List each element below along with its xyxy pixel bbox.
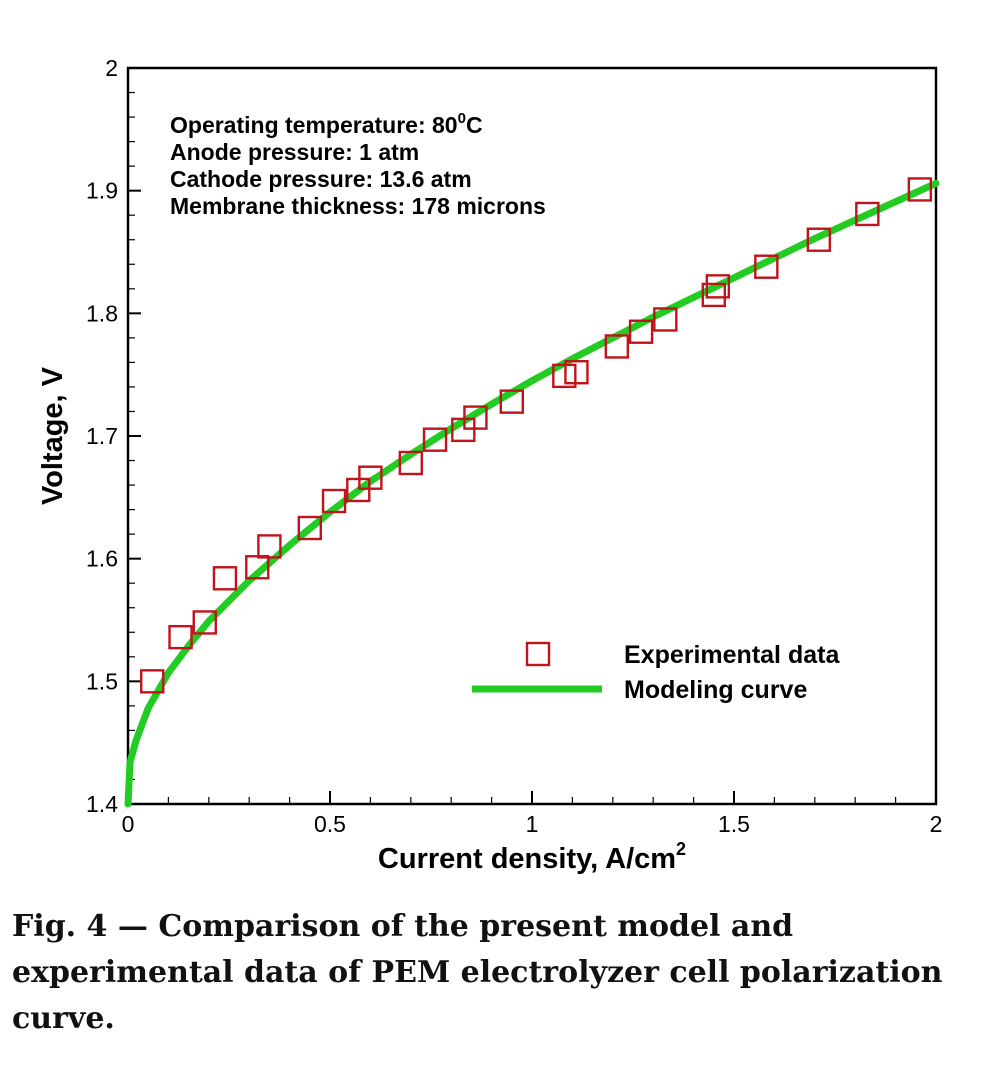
experimental-data-marker xyxy=(168,624,193,650)
experimental-data-marker xyxy=(653,307,678,332)
minor-ticks xyxy=(128,91,897,804)
experimental-data-marker xyxy=(321,488,347,514)
experimental-data-marker xyxy=(564,360,589,385)
annotation-text: Operating temperature: 80 xyxy=(170,112,458,138)
y-axis-title: Voltage, V xyxy=(37,366,69,505)
legend-marker-experimental xyxy=(525,641,551,667)
experimental-data-marker xyxy=(463,405,488,430)
annotation-text: Cathode pressure: 13.6 atm xyxy=(170,166,472,192)
experimental-data-marker xyxy=(297,515,322,541)
y-tick-label: 1.4 xyxy=(86,791,118,817)
experimental-data-marker xyxy=(604,334,630,359)
y-tick-label: 1.5 xyxy=(86,668,118,694)
y-tick-label: 1.7 xyxy=(86,423,118,449)
experimental-data-marker xyxy=(628,319,654,344)
experimental-data-marker xyxy=(705,274,731,299)
annotation-line: Anode pressure: 1 atm xyxy=(170,139,419,165)
experimental-data-marker xyxy=(855,201,880,227)
y-tick-label: 1.9 xyxy=(86,178,118,204)
legend-label-experimental: Experimental data xyxy=(624,641,840,669)
modeling-curve-layer xyxy=(124,179,940,808)
annotation-line: Membrane thickness: 178 microns xyxy=(170,193,546,219)
annotation-text: Membrane thickness: 178 microns xyxy=(170,193,546,219)
experimental-data-marker xyxy=(140,669,165,694)
experimental-data-marker xyxy=(192,610,217,635)
experimental-data-marker xyxy=(701,282,726,308)
y-tick-label: 1.6 xyxy=(86,546,118,572)
figure-caption: Fig. 4 — Comparison of the present model… xyxy=(12,909,943,1036)
experimental-data-marker xyxy=(499,389,524,414)
y-tick-labels: 1.4 1.5 1.6 1.7 1.8 1.9 2 xyxy=(86,55,118,817)
annotation-suffix: C xyxy=(466,112,483,138)
experimental-data-marker xyxy=(754,254,779,279)
x-axis-title: Current density, A/cm2 xyxy=(378,839,686,875)
legend-label-modeling: Modeling curve xyxy=(624,676,807,704)
experimental-data-marker xyxy=(212,566,238,591)
annotation-line: Cathode pressure: 13.6 atm xyxy=(170,166,472,192)
major-ticks xyxy=(127,67,937,805)
experimental-markers-layer xyxy=(140,177,933,694)
experimental-data-marker xyxy=(358,465,383,490)
experimental-data-marker xyxy=(398,450,423,476)
annotation-superscript: 0 xyxy=(458,110,466,127)
modeling-curve-line xyxy=(124,179,940,808)
x-tick-label: 1.5 xyxy=(718,811,750,837)
x-axis-title-superscript: 2 xyxy=(676,839,686,859)
x-tick-label: 1 xyxy=(526,811,539,837)
annotation-text: Anode pressure: 1 atm xyxy=(170,139,419,165)
experimental-data-marker xyxy=(806,227,832,252)
experimental-data-marker xyxy=(907,177,933,202)
legend: Experimental data Modeling curve xyxy=(472,641,840,704)
x-tick-label: 2 xyxy=(930,811,943,837)
experimental-data-marker xyxy=(257,534,282,559)
x-tick-label: 0 xyxy=(122,811,135,837)
polarization-chart: 1.4 1.5 1.6 1.7 1.8 1.9 2 0 0.5 1 1.5 2 Operating … xyxy=(37,55,943,875)
y-tick-label: 2 xyxy=(105,55,118,81)
y-tick-label: 1.8 xyxy=(86,300,118,326)
annotation-line: Operating temperature: 800C xyxy=(170,110,483,138)
x-tick-label: 0.5 xyxy=(314,811,346,837)
x-tick-labels: 0 0.5 1 1.5 2 xyxy=(122,811,943,837)
experimental-data-marker xyxy=(422,427,448,452)
